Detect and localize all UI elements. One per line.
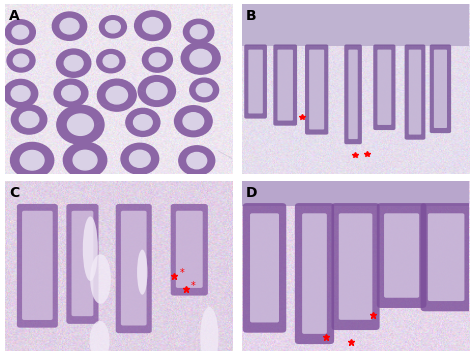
Circle shape: [126, 108, 160, 136]
Circle shape: [129, 150, 150, 167]
Circle shape: [174, 106, 212, 137]
Circle shape: [134, 115, 152, 130]
Circle shape: [183, 19, 214, 44]
FancyBboxPatch shape: [273, 44, 297, 126]
Circle shape: [100, 16, 127, 38]
FancyBboxPatch shape: [309, 50, 324, 130]
FancyBboxPatch shape: [344, 44, 362, 144]
Circle shape: [7, 49, 35, 72]
Circle shape: [181, 42, 220, 74]
Text: *: *: [191, 282, 196, 291]
Circle shape: [98, 79, 136, 111]
Circle shape: [73, 150, 97, 170]
FancyBboxPatch shape: [121, 211, 146, 326]
Circle shape: [183, 113, 204, 130]
FancyBboxPatch shape: [384, 213, 419, 298]
FancyBboxPatch shape: [248, 50, 263, 114]
Circle shape: [62, 86, 80, 101]
FancyBboxPatch shape: [434, 50, 447, 128]
Circle shape: [13, 54, 29, 67]
Text: D: D: [246, 186, 257, 200]
Circle shape: [135, 11, 171, 40]
FancyBboxPatch shape: [420, 203, 472, 311]
FancyBboxPatch shape: [250, 213, 279, 322]
Text: B: B: [246, 9, 257, 23]
Circle shape: [138, 76, 175, 106]
FancyBboxPatch shape: [66, 204, 99, 324]
Circle shape: [57, 105, 104, 144]
Ellipse shape: [90, 321, 109, 355]
Circle shape: [106, 21, 120, 33]
Circle shape: [190, 25, 207, 39]
FancyBboxPatch shape: [243, 203, 286, 333]
Circle shape: [187, 153, 207, 169]
Circle shape: [146, 83, 167, 99]
FancyBboxPatch shape: [348, 50, 358, 139]
Circle shape: [20, 151, 44, 170]
FancyBboxPatch shape: [116, 204, 152, 333]
FancyBboxPatch shape: [176, 211, 203, 288]
Circle shape: [179, 146, 215, 175]
Circle shape: [12, 25, 28, 39]
FancyBboxPatch shape: [373, 44, 395, 130]
Circle shape: [121, 143, 159, 174]
Ellipse shape: [83, 217, 98, 281]
Circle shape: [19, 111, 39, 127]
Circle shape: [143, 48, 173, 72]
Circle shape: [3, 80, 38, 108]
Circle shape: [103, 55, 118, 67]
FancyBboxPatch shape: [17, 204, 58, 328]
Circle shape: [190, 78, 219, 102]
FancyBboxPatch shape: [171, 204, 208, 296]
Circle shape: [11, 105, 47, 134]
Circle shape: [67, 114, 93, 135]
Bar: [242, 0, 469, 46]
Ellipse shape: [137, 250, 147, 295]
Circle shape: [106, 86, 128, 104]
Circle shape: [97, 49, 125, 73]
Bar: [242, 177, 469, 207]
FancyBboxPatch shape: [409, 50, 421, 135]
Circle shape: [64, 55, 83, 71]
Ellipse shape: [90, 254, 111, 304]
FancyBboxPatch shape: [305, 44, 328, 135]
FancyBboxPatch shape: [428, 213, 465, 301]
Text: C: C: [9, 186, 19, 200]
FancyBboxPatch shape: [331, 203, 380, 330]
Circle shape: [56, 49, 91, 77]
FancyBboxPatch shape: [377, 50, 392, 125]
Circle shape: [149, 53, 165, 67]
FancyBboxPatch shape: [405, 44, 425, 140]
FancyBboxPatch shape: [302, 213, 327, 334]
Ellipse shape: [200, 307, 219, 355]
Circle shape: [52, 12, 87, 40]
Circle shape: [190, 49, 211, 67]
Circle shape: [54, 79, 88, 107]
Circle shape: [60, 18, 79, 34]
FancyBboxPatch shape: [430, 44, 451, 133]
FancyBboxPatch shape: [277, 50, 293, 121]
FancyBboxPatch shape: [72, 211, 93, 316]
Circle shape: [143, 17, 163, 34]
FancyBboxPatch shape: [339, 213, 373, 320]
Circle shape: [10, 142, 54, 178]
Circle shape: [11, 86, 30, 101]
Text: *: *: [179, 268, 184, 278]
Circle shape: [64, 142, 107, 178]
Text: A: A: [9, 9, 20, 23]
Circle shape: [196, 83, 212, 97]
Circle shape: [5, 20, 36, 44]
FancyBboxPatch shape: [244, 44, 267, 119]
FancyBboxPatch shape: [22, 211, 53, 320]
FancyBboxPatch shape: [295, 203, 334, 344]
FancyBboxPatch shape: [377, 203, 427, 308]
